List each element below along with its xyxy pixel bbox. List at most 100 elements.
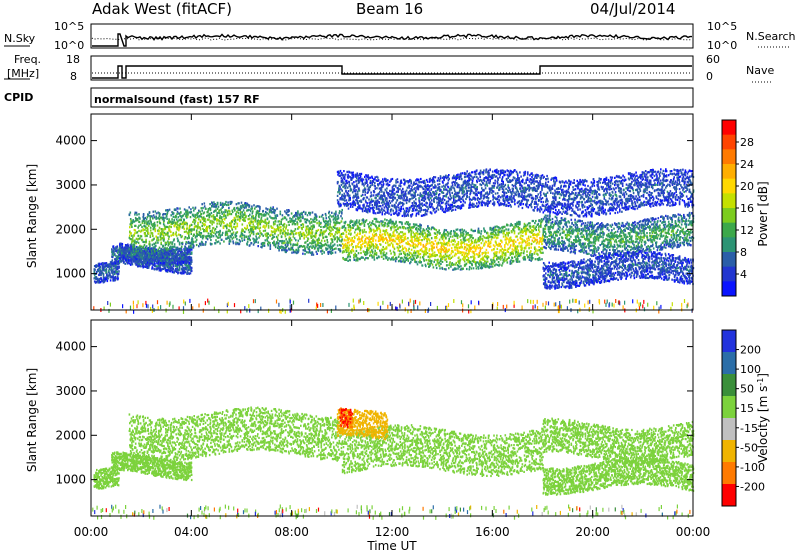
range-cell [129, 260, 131, 262]
range-cell [478, 247, 480, 249]
range-cell [419, 233, 421, 235]
range-cell [434, 259, 436, 261]
range-cell [208, 219, 210, 221]
range-cell [382, 246, 384, 248]
range-cell [361, 222, 363, 224]
range-cell [434, 228, 436, 230]
range-cell [155, 217, 157, 219]
range-cell [149, 223, 151, 225]
range-cell [137, 250, 139, 252]
range-cell [410, 256, 412, 258]
range-cell [300, 220, 302, 222]
range-cell [396, 258, 398, 260]
range-cell [467, 234, 469, 236]
range-cell [458, 256, 460, 258]
range-cell [283, 226, 285, 228]
range-cell [420, 253, 422, 255]
range-cell [226, 227, 228, 229]
range-cell [251, 205, 253, 207]
range-cell [449, 244, 451, 246]
range-cell [152, 217, 154, 219]
range-cell [429, 248, 431, 250]
range-cell [347, 224, 349, 226]
range-cell [440, 263, 442, 265]
range-cell [321, 229, 323, 231]
range-cell [405, 236, 407, 238]
range-cell [382, 233, 384, 235]
range-cell [446, 264, 448, 266]
range-cell [191, 247, 193, 249]
range-cell [275, 246, 277, 248]
range-cell [345, 229, 347, 231]
range-cell [268, 221, 270, 223]
range-cell [438, 229, 440, 231]
range-cell [163, 213, 165, 215]
range-cell [196, 244, 198, 246]
range-cell [191, 211, 193, 213]
range-cell [203, 235, 205, 237]
range-cell [155, 242, 157, 244]
range-cell [151, 252, 153, 254]
range-cell [364, 223, 366, 225]
range-cell [117, 245, 119, 247]
range-cell [422, 265, 424, 267]
range-cell [316, 251, 318, 253]
range-cell [223, 222, 225, 224]
range-cell [296, 214, 298, 216]
range-cell [257, 227, 259, 229]
nsearch-tick-bottom: 10^0 [707, 39, 737, 52]
range-cell [448, 242, 450, 244]
range-cell [341, 217, 343, 219]
range-cell [247, 225, 249, 227]
range-cell [397, 249, 399, 251]
range-cell [307, 219, 309, 221]
range-cell [291, 212, 293, 214]
range-cell [373, 229, 375, 231]
range-cell [413, 223, 415, 225]
range-cell [244, 237, 246, 239]
range-cell [177, 237, 179, 239]
range-cell [405, 227, 407, 229]
range-cell [223, 211, 225, 213]
range-cell [183, 219, 185, 221]
range-cell [255, 226, 257, 228]
range-cell [160, 222, 162, 224]
range-cell [118, 273, 120, 275]
range-cell [167, 240, 169, 242]
range-cell [285, 217, 287, 219]
range-cell [407, 237, 409, 239]
range-cell [113, 245, 115, 247]
range-cell [148, 252, 150, 254]
range-cell [206, 235, 208, 237]
range-cell [280, 213, 282, 215]
range-cell [154, 268, 156, 270]
range-cell [425, 259, 427, 261]
nsearch-series [92, 38, 691, 40]
range-cell [132, 237, 134, 239]
range-cell [343, 258, 345, 260]
range-cell [383, 254, 385, 256]
range-cell [187, 237, 189, 239]
range-cell [242, 229, 244, 231]
range-cell [470, 261, 472, 263]
range-cell [395, 229, 397, 231]
range-cell [131, 243, 133, 245]
range-cell [364, 245, 366, 247]
range-cell [413, 242, 415, 244]
range-cell [303, 226, 305, 228]
range-cell [158, 252, 160, 254]
range-cell [173, 265, 175, 267]
range-cell [478, 228, 480, 230]
range-cell [206, 230, 208, 232]
range-cell [422, 233, 424, 235]
range-cell [461, 244, 463, 246]
nsky-series [92, 34, 692, 46]
range-cell [259, 235, 261, 237]
range-cell [135, 250, 137, 252]
range-cell [124, 263, 126, 265]
range-cell [453, 263, 455, 265]
range-cell [125, 253, 127, 255]
range-cell [135, 248, 137, 250]
range-cell [433, 261, 435, 263]
range-cell [405, 238, 407, 240]
